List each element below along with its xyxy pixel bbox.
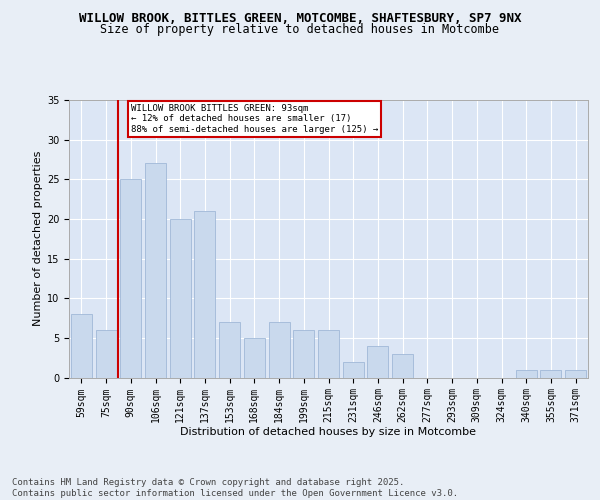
Bar	[71, 314, 92, 378]
Bar	[95, 330, 116, 378]
Bar	[318, 330, 339, 378]
Bar	[120, 180, 141, 378]
Bar	[269, 322, 290, 378]
Text: WILLOW BROOK BITTLES GREEN: 93sqm
← 12% of detached houses are smaller (17)
88% : WILLOW BROOK BITTLES GREEN: 93sqm ← 12% …	[131, 104, 378, 134]
X-axis label: Distribution of detached houses by size in Motcombe: Distribution of detached houses by size …	[181, 426, 476, 436]
Bar	[516, 370, 537, 378]
Bar	[343, 362, 364, 378]
Bar	[541, 370, 562, 378]
Bar	[194, 211, 215, 378]
Text: Size of property relative to detached houses in Motcombe: Size of property relative to detached ho…	[101, 22, 499, 36]
Text: WILLOW BROOK, BITTLES GREEN, MOTCOMBE, SHAFTESBURY, SP7 9NX: WILLOW BROOK, BITTLES GREEN, MOTCOMBE, S…	[79, 12, 521, 26]
Bar	[244, 338, 265, 378]
Bar	[219, 322, 240, 378]
Bar	[367, 346, 388, 378]
Text: Contains HM Land Registry data © Crown copyright and database right 2025.
Contai: Contains HM Land Registry data © Crown c…	[12, 478, 458, 498]
Bar	[293, 330, 314, 378]
Bar	[392, 354, 413, 378]
Bar	[565, 370, 586, 378]
Bar	[170, 219, 191, 378]
Bar	[145, 164, 166, 378]
Y-axis label: Number of detached properties: Number of detached properties	[32, 151, 43, 326]
